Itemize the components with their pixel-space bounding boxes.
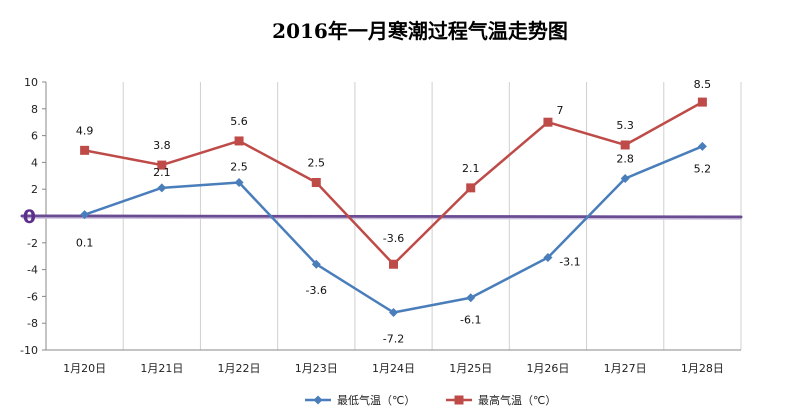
data-point <box>157 183 167 193</box>
y-tick-label: 8 <box>31 103 38 116</box>
data-label: 2.8 <box>616 152 634 165</box>
y-tick-label: -4 <box>27 264 38 277</box>
data-label: 7 <box>556 104 563 117</box>
data-point <box>157 160 167 170</box>
y-tick-label: -2 <box>27 237 38 250</box>
data-point <box>543 253 553 263</box>
y-tick-label: -8 <box>27 317 38 330</box>
data-point <box>80 145 90 155</box>
y-tick-label: 4 <box>31 156 38 169</box>
data-label: 5.3 <box>616 119 634 132</box>
series <box>80 97 707 317</box>
x-tick-label: 1月23日 <box>295 362 338 375</box>
y-tick-label: 10 <box>24 76 38 89</box>
zero-label: 0 <box>23 206 36 228</box>
data-label: 5.2 <box>694 162 712 175</box>
data-point <box>311 178 321 187</box>
data-point <box>620 140 630 150</box>
data-point <box>543 117 553 127</box>
data-label: -7.2 <box>383 332 404 345</box>
data-label: 2.1 <box>153 166 171 179</box>
data-point <box>311 259 321 269</box>
x-tick-label: 1月22日 <box>218 362 261 375</box>
x-tick-label: 1月24日 <box>372 362 415 375</box>
x-tick-label: 1月27日 <box>604 362 647 375</box>
y-tick-label: 6 <box>31 130 38 143</box>
x-tick-label: 1月26日 <box>526 362 569 375</box>
y-tick-label: -10 <box>20 344 38 357</box>
x-tick-label: 1月25日 <box>449 362 492 375</box>
data-label: 4.9 <box>76 124 94 137</box>
data-label: -3.6 <box>306 284 327 297</box>
legend-marker <box>313 395 323 405</box>
data-point <box>466 183 476 193</box>
data-label: 5.6 <box>230 115 248 128</box>
legend: 最低气温（℃） 最高气温（℃） <box>305 393 556 407</box>
data-label: -3.6 <box>383 232 404 245</box>
data-label: 0.1 <box>76 237 94 250</box>
x-tick-label: 1月28日 <box>681 362 724 375</box>
data-labels: 0.1 2.1 2.5 -3.6 -7.2 -6.1 -3.1 2.8 5.2 4.9 3.8 5.6… <box>76 78 711 345</box>
data-label: -6.1 <box>460 314 481 327</box>
data-point <box>697 141 707 151</box>
data-label: 3.8 <box>153 139 171 152</box>
y-tick-label: -6 <box>27 290 38 303</box>
data-point <box>620 173 630 183</box>
series-line <box>84 145 703 314</box>
data-point <box>234 178 244 187</box>
zero-line <box>20 214 743 219</box>
data-label: 2.1 <box>462 162 480 175</box>
legend-marker <box>454 395 464 405</box>
data-label: -3.1 <box>559 256 580 269</box>
data-point <box>697 97 707 107</box>
data-point <box>234 136 244 146</box>
zero-line-shadow <box>21 217 742 220</box>
y-tick-label: 2 <box>31 183 38 196</box>
data-point <box>466 293 476 303</box>
data-label: 8.5 <box>694 78 712 91</box>
data-label: 2.5 <box>230 161 248 174</box>
legend-label: 最低气温（℃） <box>337 393 415 407</box>
chart-title: 2016年一月寒潮过程气温走势图 <box>272 19 568 43</box>
legend-label: 最高气温（℃） <box>478 393 556 407</box>
x-tick-label: 1月20日 <box>63 362 106 375</box>
data-point <box>389 259 398 269</box>
data-point <box>389 307 398 317</box>
data-label: 2.5 <box>308 157 326 170</box>
x-tick-label: 1月21日 <box>140 362 183 375</box>
data-point <box>80 210 90 220</box>
axes: -10 -8 -6 -4 -2 2 4 6 8 10 0 1月20日 1月21日 1月22日 1月23日 1月… <box>20 76 743 375</box>
